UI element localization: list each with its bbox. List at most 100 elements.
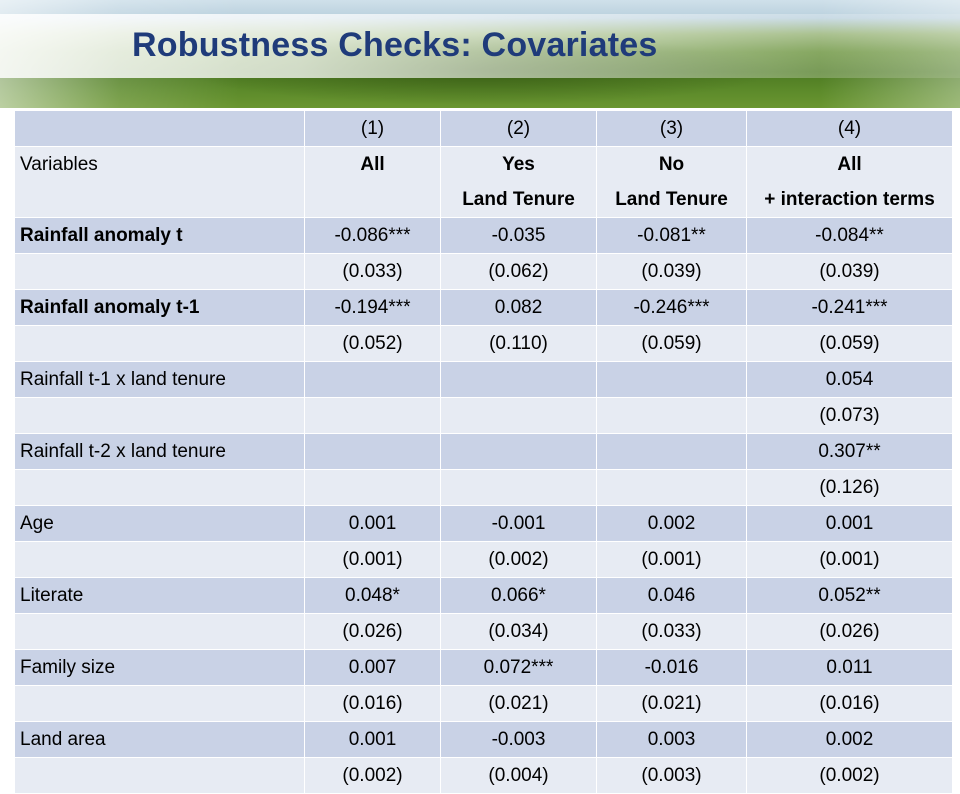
std-error-cell — [440, 469, 597, 506]
coefficient-cell: 0.002 — [596, 505, 747, 542]
std-error-cell — [596, 397, 747, 434]
empty-label-cell — [14, 613, 305, 650]
slide-title: Robustness Checks: Covariates — [132, 26, 658, 64]
coefficient-cell — [304, 433, 441, 470]
coefficient-cell — [440, 361, 597, 398]
std-error-cell: (0.002) — [440, 541, 597, 578]
coefficient-cell: 0.046 — [596, 577, 747, 614]
coefficient-cell: 0.001 — [304, 721, 441, 758]
coefficient-cell: -0.241*** — [746, 289, 953, 326]
coefficient-cell — [440, 433, 597, 470]
std-error-cell: (0.004) — [440, 757, 597, 794]
std-error-cell: (0.001) — [304, 541, 441, 578]
coefficient-cell: -0.246*** — [596, 289, 747, 326]
coefficient-row: Rainfall anomaly t -0.086*** -0.035 -0.081*… — [14, 217, 953, 254]
std-error-cell: (0.003) — [596, 757, 747, 794]
empty-label-cell — [14, 325, 305, 362]
coefficient-cell: -0.003 — [440, 721, 597, 758]
coefficient-cell — [304, 361, 441, 398]
coefficient-cell — [596, 433, 747, 470]
std-error-cell: (0.039) — [746, 253, 953, 290]
coefficient-cell: -0.016 — [596, 649, 747, 686]
variable-label: Rainfall anomaly t-1 — [14, 289, 305, 326]
empty-label-cell — [14, 685, 305, 722]
coefficient-row: Rainfall anomaly t-1 -0.194*** 0.082 -0.246… — [14, 289, 953, 326]
variable-label: Rainfall t-1 x land tenure — [14, 361, 305, 398]
std-error-cell: (0.016) — [304, 685, 441, 722]
std-error-row: (0.002) (0.004) (0.003) (0.002) — [14, 757, 953, 794]
std-error-row: (0.001) (0.002) (0.001) (0.001) — [14, 541, 953, 578]
std-error-cell: (0.026) — [304, 613, 441, 650]
std-error-cell: (0.052) — [304, 325, 441, 362]
std-error-cell — [440, 397, 597, 434]
std-error-cell — [304, 469, 441, 506]
std-error-row: (0.052) (0.110) (0.059) (0.059) — [14, 325, 953, 362]
coefficient-cell: 0.052** — [746, 577, 953, 614]
variable-label: Rainfall t-2 x land tenure — [14, 433, 305, 470]
column-name-line1: Yes — [502, 154, 535, 175]
column-name: All — [304, 146, 441, 218]
std-error-row: (0.126) — [14, 469, 953, 506]
variable-label: Family size — [14, 649, 305, 686]
column-name-line1: All — [360, 154, 385, 175]
std-error-cell: (0.021) — [440, 685, 597, 722]
coefficient-row: Land area 0.001 -0.003 0.003 0.002 — [14, 721, 953, 758]
empty-label-cell — [14, 757, 305, 794]
column-number: (3) — [596, 110, 747, 147]
column-name-line2: Land Tenure — [462, 189, 575, 210]
std-error-cell: (0.059) — [746, 325, 953, 362]
empty-label-cell — [14, 397, 305, 434]
coefficient-row: Rainfall t-1 x land tenure 0.054 — [14, 361, 953, 398]
coefficient-cell: 0.011 — [746, 649, 953, 686]
std-error-cell: (0.002) — [304, 757, 441, 794]
coefficient-cell: 0.003 — [596, 721, 747, 758]
std-error-cell: (0.062) — [440, 253, 597, 290]
column-name: Yes Land Tenure — [440, 146, 597, 218]
column-name-line1: All — [837, 154, 862, 175]
std-error-row: (0.016) (0.021) (0.021) (0.016) — [14, 685, 953, 722]
column-name-row: Variables All Yes Land Tenure No Land Tenu… — [14, 146, 953, 218]
std-error-cell: (0.026) — [746, 613, 953, 650]
column-name-line2: Land Tenure — [615, 189, 728, 210]
std-error-row: (0.073) — [14, 397, 953, 434]
coefficient-cell: -0.084** — [746, 217, 953, 254]
std-error-cell: (0.001) — [596, 541, 747, 578]
coefficient-cell — [596, 361, 747, 398]
coefficient-cell: -0.086*** — [304, 217, 441, 254]
column-name-line1: No — [658, 154, 685, 175]
header-empty-cell — [14, 110, 305, 147]
coefficient-row: Family size 0.007 0.072*** -0.016 0.011 — [14, 649, 953, 686]
variables-header: Variables — [14, 146, 305, 218]
std-error-cell — [596, 469, 747, 506]
variable-label: Literate — [14, 577, 305, 614]
coefficient-cell: 0.001 — [304, 505, 441, 542]
std-error-row: (0.033) (0.062) (0.039) (0.039) — [14, 253, 953, 290]
regression-table: (1) (2) (3) (4) Variables All Yes Land Te… — [14, 110, 953, 794]
coefficient-cell: 0.066* — [440, 577, 597, 614]
empty-label-cell — [14, 469, 305, 506]
std-error-cell: (0.001) — [746, 541, 953, 578]
std-error-cell: (0.059) — [596, 325, 747, 362]
variable-label: Land area — [14, 721, 305, 758]
std-error-cell: (0.002) — [746, 757, 953, 794]
column-number: (1) — [304, 110, 441, 147]
std-error-cell: (0.033) — [304, 253, 441, 290]
coefficient-cell: -0.194*** — [304, 289, 441, 326]
column-number-row: (1) (2) (3) (4) — [14, 110, 953, 147]
coefficient-cell: 0.072*** — [440, 649, 597, 686]
empty-label-cell — [14, 253, 305, 290]
coefficient-cell: 0.082 — [440, 289, 597, 326]
coefficient-cell: 0.054 — [746, 361, 953, 398]
empty-label-cell — [14, 541, 305, 578]
std-error-cell: (0.033) — [596, 613, 747, 650]
coefficient-row: Rainfall t-2 x land tenure 0.307** — [14, 433, 953, 470]
std-error-row: (0.026) (0.034) (0.033) (0.026) — [14, 613, 953, 650]
column-name: All + interaction terms — [746, 146, 953, 218]
std-error-cell: (0.126) — [746, 469, 953, 506]
coefficient-row: Literate 0.048* 0.066* 0.046 0.052** — [14, 577, 953, 614]
coefficient-cell: -0.081** — [596, 217, 747, 254]
column-name: No Land Tenure — [596, 146, 747, 218]
coefficient-cell: -0.001 — [440, 505, 597, 542]
column-name-line2: + interaction terms — [764, 189, 935, 210]
coefficient-cell: 0.002 — [746, 721, 953, 758]
